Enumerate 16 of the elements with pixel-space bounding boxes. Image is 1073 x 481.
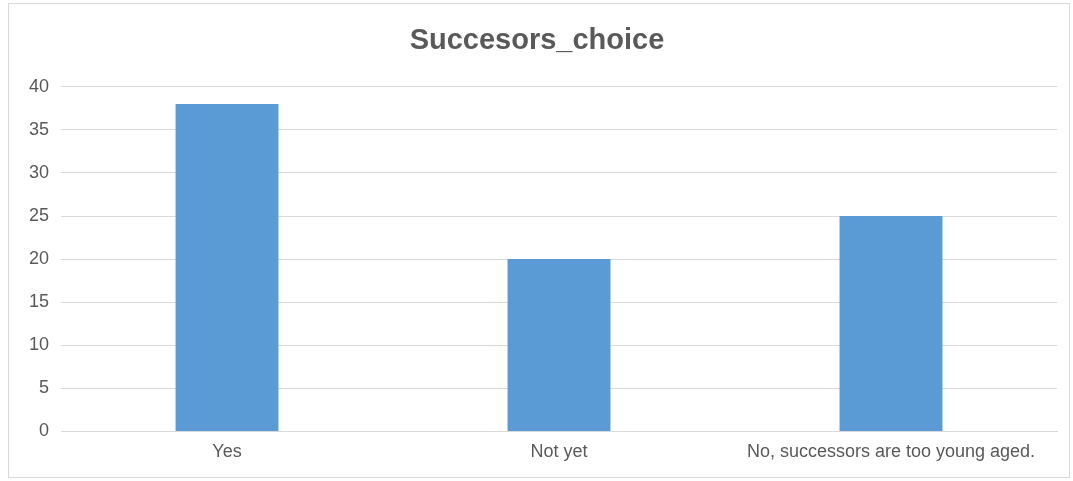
chart-title: Succesors_choice xyxy=(409,23,665,56)
y-tick-label: 40 xyxy=(28,75,50,96)
bar xyxy=(507,259,611,431)
y-tick-label: 25 xyxy=(28,204,50,225)
x-tick-label: No, successors are too young aged. xyxy=(746,441,1036,462)
y-tick-label: 10 xyxy=(28,334,50,355)
y-tick-label: 35 xyxy=(28,118,50,139)
x-tick-label: Not yet xyxy=(530,441,588,462)
y-tick-label: 0 xyxy=(39,420,50,441)
y-tick-label: 15 xyxy=(28,291,50,312)
y-tick-label: 20 xyxy=(28,248,50,269)
bar xyxy=(839,216,943,431)
x-tick-label: Yes xyxy=(212,441,242,462)
bar xyxy=(175,104,279,431)
y-tick-label: 30 xyxy=(28,161,50,182)
y-tick-label: 5 xyxy=(39,377,50,398)
